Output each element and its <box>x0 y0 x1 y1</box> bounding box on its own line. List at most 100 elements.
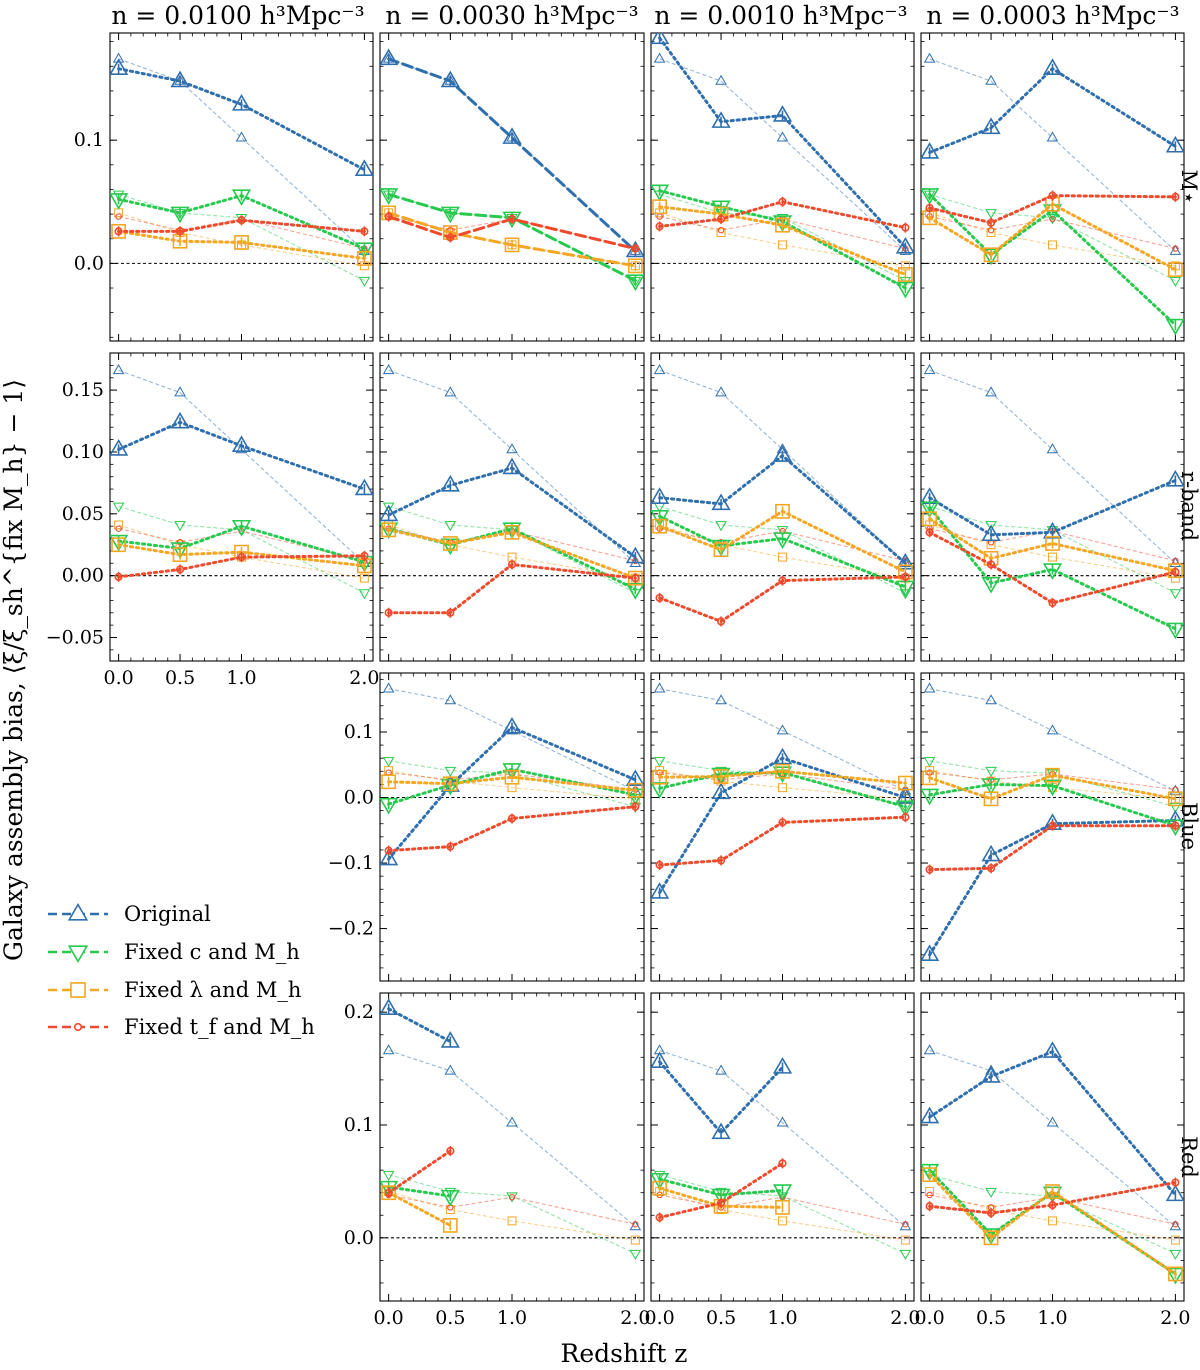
reference-point-orig <box>1046 724 1059 735</box>
series-line-tf <box>658 575 907 624</box>
panel-r0-c2 <box>650 32 915 342</box>
legend-label-original: Original <box>124 902 211 926</box>
data-point-orig <box>170 70 190 88</box>
data-point-orig <box>711 493 731 511</box>
reference-line-lam <box>388 524 636 579</box>
panel-plot-area <box>380 998 642 1260</box>
series-line-c <box>117 194 366 251</box>
data-point-tf <box>778 197 787 206</box>
data-point-lam <box>356 251 372 266</box>
data-point-tf <box>986 560 996 569</box>
data-point-tf <box>175 227 185 236</box>
legend-marker-original <box>67 902 89 921</box>
data-point-tf <box>631 244 640 253</box>
data-point-lam <box>1167 791 1183 807</box>
data-point-orig <box>502 127 522 144</box>
panel-r3-c1: 0.0 0.1 0.2 0.0 0.5 1.0 2.0 <box>344 992 650 1329</box>
data-point-lam <box>652 518 668 534</box>
panel-frame <box>379 992 645 1302</box>
reference-point-lam <box>778 552 787 562</box>
reference-point-orig <box>776 1116 789 1127</box>
reference-line-c <box>388 1174 636 1255</box>
reference-point-c <box>985 521 997 532</box>
panel-r3-c3: 0.0 0.5 1.0 2.0 <box>914 992 1191 1329</box>
reference-point-tf <box>1172 1221 1179 1228</box>
series-line-tf <box>928 1181 1177 1215</box>
reference-point-c <box>174 521 186 532</box>
row-label-mstar: M⋆ <box>1177 170 1200 205</box>
reference-point-lam <box>1048 240 1057 250</box>
x-tick-label: 0.0 <box>644 1307 674 1329</box>
x-tick-label: 2.0 <box>1160 1307 1190 1329</box>
legend-symbol-c <box>67 945 89 964</box>
data-point-orig <box>1165 469 1184 487</box>
y-axis-title: Galaxy assembly bias, ⟨ξ/ξ_sh^{fix M_h} … <box>0 379 28 961</box>
x-tick-label: 2.0 <box>349 667 379 689</box>
row-label-red: Red <box>1177 1136 1200 1178</box>
data-point-lam <box>172 547 188 563</box>
reference-line-tf <box>388 1194 636 1225</box>
series-line-c <box>658 514 907 589</box>
column-title-1: n = 0.0100 h³Mpc⁻³ <box>111 1 364 30</box>
panel-r0-c1 <box>379 32 645 342</box>
data-point-orig <box>625 240 644 258</box>
data-point-orig <box>772 445 793 462</box>
legend-marker-fixed-c <box>67 945 89 964</box>
y-tick-label: 0.10 <box>62 441 104 463</box>
data-point-c <box>651 184 670 202</box>
panel-r1-c1 <box>379 352 645 662</box>
reference-point-orig <box>444 694 457 705</box>
data-point-orig <box>502 457 522 475</box>
panel-frame <box>379 352 645 662</box>
data-point-tf <box>1048 598 1057 607</box>
data-point-tf <box>114 572 123 581</box>
panel-frame <box>109 352 374 662</box>
data-point-tf <box>655 1213 664 1222</box>
row-label-blue: Blue <box>1177 802 1200 850</box>
data-point-lam <box>1167 262 1183 277</box>
legend-entry-original: Original <box>48 902 211 926</box>
panel-frame <box>920 32 1185 342</box>
data-point-orig <box>921 142 940 159</box>
panel-frame <box>109 32 374 342</box>
data-point-lam <box>504 524 520 540</box>
x-axis-title: Redshift z <box>561 1339 688 1368</box>
reference-point-orig <box>985 694 997 705</box>
data-point-c <box>1042 779 1063 797</box>
data-point-c <box>354 242 373 260</box>
data-point-orig <box>170 411 190 429</box>
reference-point-orig <box>899 1220 912 1231</box>
y-tick-label: 0.0 <box>74 252 104 274</box>
reference-line-lam <box>388 1191 636 1241</box>
series-line-tf <box>387 562 637 615</box>
reference-point-lam <box>1170 1235 1180 1245</box>
data-point-lam <box>1045 1184 1060 1199</box>
data-point-tf <box>507 814 517 823</box>
series-line-tf <box>387 215 637 251</box>
data-point-orig <box>651 33 670 45</box>
panel-r1-c3 <box>920 352 1185 662</box>
data-point-c <box>1165 1267 1184 1285</box>
reference-point-c <box>923 757 936 768</box>
panel-plot-area <box>651 682 914 899</box>
data-point-c <box>711 1188 731 1206</box>
panel-plot-area <box>921 52 1184 336</box>
reference-point-orig <box>923 1044 936 1055</box>
reference-point-orig <box>112 52 125 63</box>
data-point-orig <box>354 159 373 176</box>
data-point-tf <box>986 864 996 873</box>
data-point-lam <box>983 1230 999 1246</box>
reference-line-orig <box>659 1050 906 1227</box>
data-point-tf <box>901 223 910 232</box>
data-point-tf <box>716 1198 726 1207</box>
data-point-lam <box>983 247 999 263</box>
x-tick-label: 0.5 <box>165 667 195 689</box>
reference-line-tf <box>659 528 906 562</box>
reference-point-orig <box>112 364 125 375</box>
data-point-tf <box>507 560 517 569</box>
reference-point-c <box>444 766 457 777</box>
reference-point-orig <box>715 74 727 85</box>
data-point-c <box>231 189 252 207</box>
reference-point-tf <box>632 1221 639 1228</box>
